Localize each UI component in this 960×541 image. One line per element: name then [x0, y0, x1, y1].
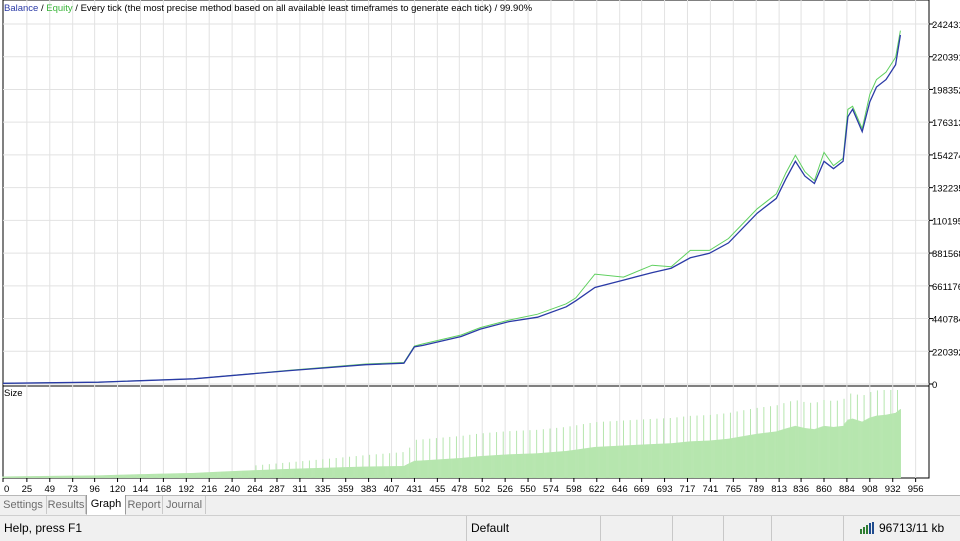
x-tick-label: 669	[634, 484, 650, 495]
status-divider	[600, 516, 601, 541]
x-tick-label: 240	[224, 484, 240, 495]
x-tick-label: 908	[862, 484, 878, 495]
y-tick-label: 220392	[932, 347, 960, 358]
tab-results[interactable]: Results	[47, 496, 86, 514]
x-tick-label: 359	[338, 484, 354, 495]
x-tick-label: 789	[748, 484, 764, 495]
tab-graph[interactable]: Graph	[86, 495, 126, 515]
x-tick-label: 860	[816, 484, 832, 495]
y-tick-label: 881568	[932, 249, 960, 260]
y-tick-label: 0	[932, 380, 937, 391]
x-tick-label: 264	[247, 484, 263, 495]
tab-journal[interactable]: Journal	[163, 496, 206, 514]
x-tick-label: 765	[725, 484, 741, 495]
x-tick-label: 884	[839, 484, 855, 495]
x-tick-label: 407	[384, 484, 400, 495]
status-bar: Help, press F1 Default 96713/11 kb	[0, 515, 960, 541]
x-tick-label: 383	[361, 484, 377, 495]
x-tick-label: 526	[497, 484, 513, 495]
legend-balance: Balance	[4, 3, 39, 14]
x-tick-label: 73	[67, 484, 78, 495]
status-profile: Default	[471, 521, 510, 535]
x-tick-label: 431	[407, 484, 423, 495]
status-help-text: Help, press F1	[4, 521, 83, 535]
status-divider	[771, 516, 772, 541]
status-divider	[723, 516, 724, 541]
y-tick-label: 440784	[932, 315, 960, 326]
x-tick-label: 335	[315, 484, 331, 495]
x-tick-label: 49	[44, 484, 55, 495]
x-tick-label: 120	[110, 484, 126, 495]
x-tick-label: 478	[451, 484, 467, 495]
x-tick-label: 598	[566, 484, 582, 495]
connection-bars-icon	[860, 522, 874, 534]
x-tick-label: 956	[908, 484, 924, 495]
x-tick-label: 25	[22, 484, 33, 495]
tab-settings[interactable]: Settings	[0, 496, 47, 514]
x-tick-label: 455	[429, 484, 445, 495]
x-tick-label: 0	[4, 484, 9, 495]
x-tick-label: 311	[292, 484, 307, 495]
x-tick-label: 502	[474, 484, 490, 495]
y-tick-label: 661176	[932, 282, 960, 293]
x-tick-label: 550	[520, 484, 536, 495]
x-tick-label: 813	[771, 484, 787, 495]
legend-description: / Every tick (the most precise method ba…	[72, 3, 533, 14]
chart-legend: Balance / Equity / Every tick (the most …	[4, 3, 532, 14]
x-tick-label: 192	[178, 484, 194, 495]
y-tick-label: 1101959	[932, 216, 960, 227]
y-tick-label: 1763135	[932, 118, 960, 129]
x-tick-label: 287	[269, 484, 285, 495]
size-pane-label: Size	[4, 388, 23, 399]
x-tick-label: 144	[133, 484, 149, 495]
x-tick-label: 646	[612, 484, 628, 495]
status-divider	[843, 516, 844, 541]
status-divider	[672, 516, 673, 541]
x-tick-label: 741	[702, 484, 718, 495]
x-tick-label: 168	[155, 484, 171, 495]
x-tick-label: 216	[201, 484, 217, 495]
x-tick-label: 622	[589, 484, 605, 495]
legend-equity: Equity	[46, 3, 73, 14]
x-tick-label: 574	[543, 484, 559, 495]
y-tick-label: 2424311	[932, 20, 960, 31]
y-tick-label: 1542743	[932, 151, 960, 162]
x-tick-label: 693	[657, 484, 673, 495]
y-tick-label: 1983527	[932, 85, 960, 96]
status-divider	[466, 516, 467, 541]
x-tick-label: 932	[885, 484, 901, 495]
legend-separator: /	[38, 3, 47, 14]
x-tick-label: 96	[89, 484, 100, 495]
balance-line	[2, 34, 902, 384]
equity-line	[2, 30, 901, 384]
x-tick-label: 717	[680, 484, 696, 495]
y-tick-label: 1322351	[932, 184, 960, 195]
tab-report[interactable]: Report	[126, 496, 163, 514]
status-traffic: 96713/11 kb	[879, 521, 945, 535]
x-tick-label: 836	[793, 484, 809, 495]
tester-tabs: Settings Results Graph Report Journal	[0, 495, 960, 515]
